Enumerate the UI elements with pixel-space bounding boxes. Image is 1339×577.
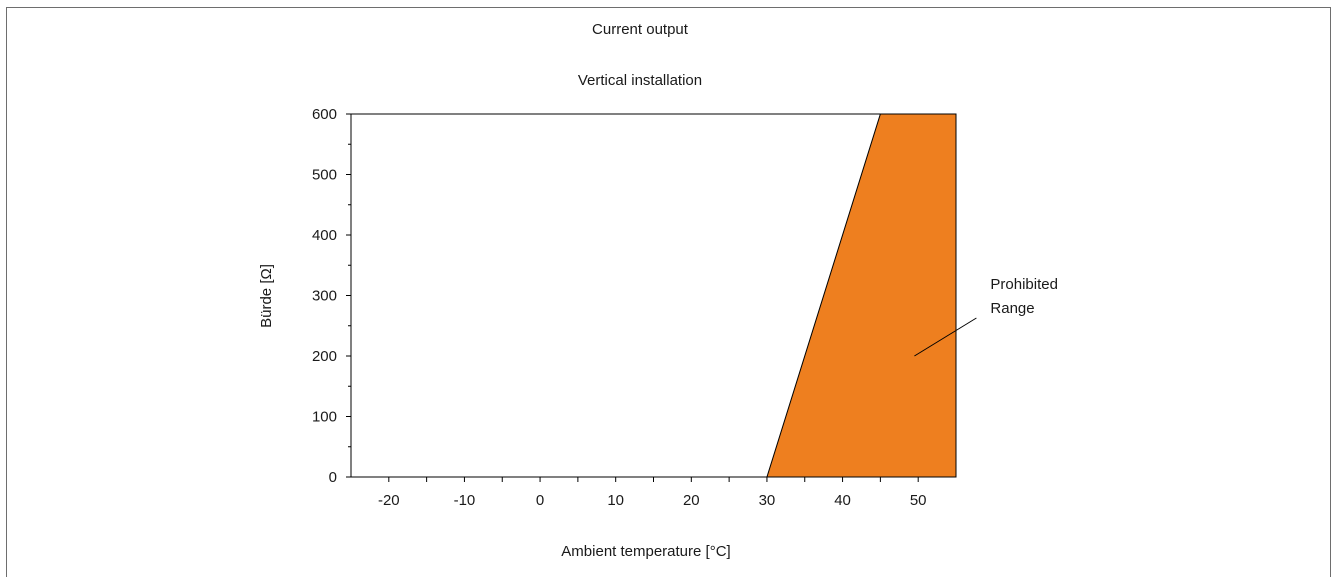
x-tick-label: 30 bbox=[759, 492, 776, 509]
chart-frame bbox=[6, 7, 1331, 577]
x-tick-label: -10 bbox=[454, 492, 476, 509]
y-tick-label: 200 bbox=[312, 348, 337, 365]
chart-title: Current output bbox=[592, 21, 689, 38]
region-fill-0 bbox=[766, 114, 956, 477]
y-tick-label: 400 bbox=[312, 227, 337, 244]
y-tick-label: 0 bbox=[329, 469, 337, 486]
chart-subtitle: Vertical installation bbox=[578, 72, 702, 89]
region-annotation-label: Prohibited bbox=[990, 276, 1058, 293]
x-tick-label: -20 bbox=[378, 492, 400, 509]
y-tick-label: 300 bbox=[312, 288, 337, 305]
region-annotation-label: Range bbox=[990, 300, 1034, 317]
x-tick-label: 10 bbox=[607, 492, 624, 509]
x-tick-label: 20 bbox=[683, 492, 700, 509]
y-tick-label: 500 bbox=[312, 167, 337, 184]
y-tick-label: 600 bbox=[312, 106, 337, 123]
y-axis-label: Bürde [Ω] bbox=[258, 264, 275, 328]
plot-area: 0 100 200 300 400 500 600 -20 -10 0 10 20 30 40 50 Proh… bbox=[312, 106, 1058, 509]
y-tick-label: 100 bbox=[312, 409, 337, 426]
x-axis-label: Ambient temperature [°C] bbox=[561, 543, 730, 560]
region-annotation-pointer bbox=[914, 317, 977, 357]
x-tick-label: 50 bbox=[910, 492, 927, 509]
x-tick-label: 40 bbox=[834, 492, 851, 509]
x-tick-label: 0 bbox=[536, 492, 544, 509]
region-boundary-line-0 bbox=[766, 113, 881, 478]
